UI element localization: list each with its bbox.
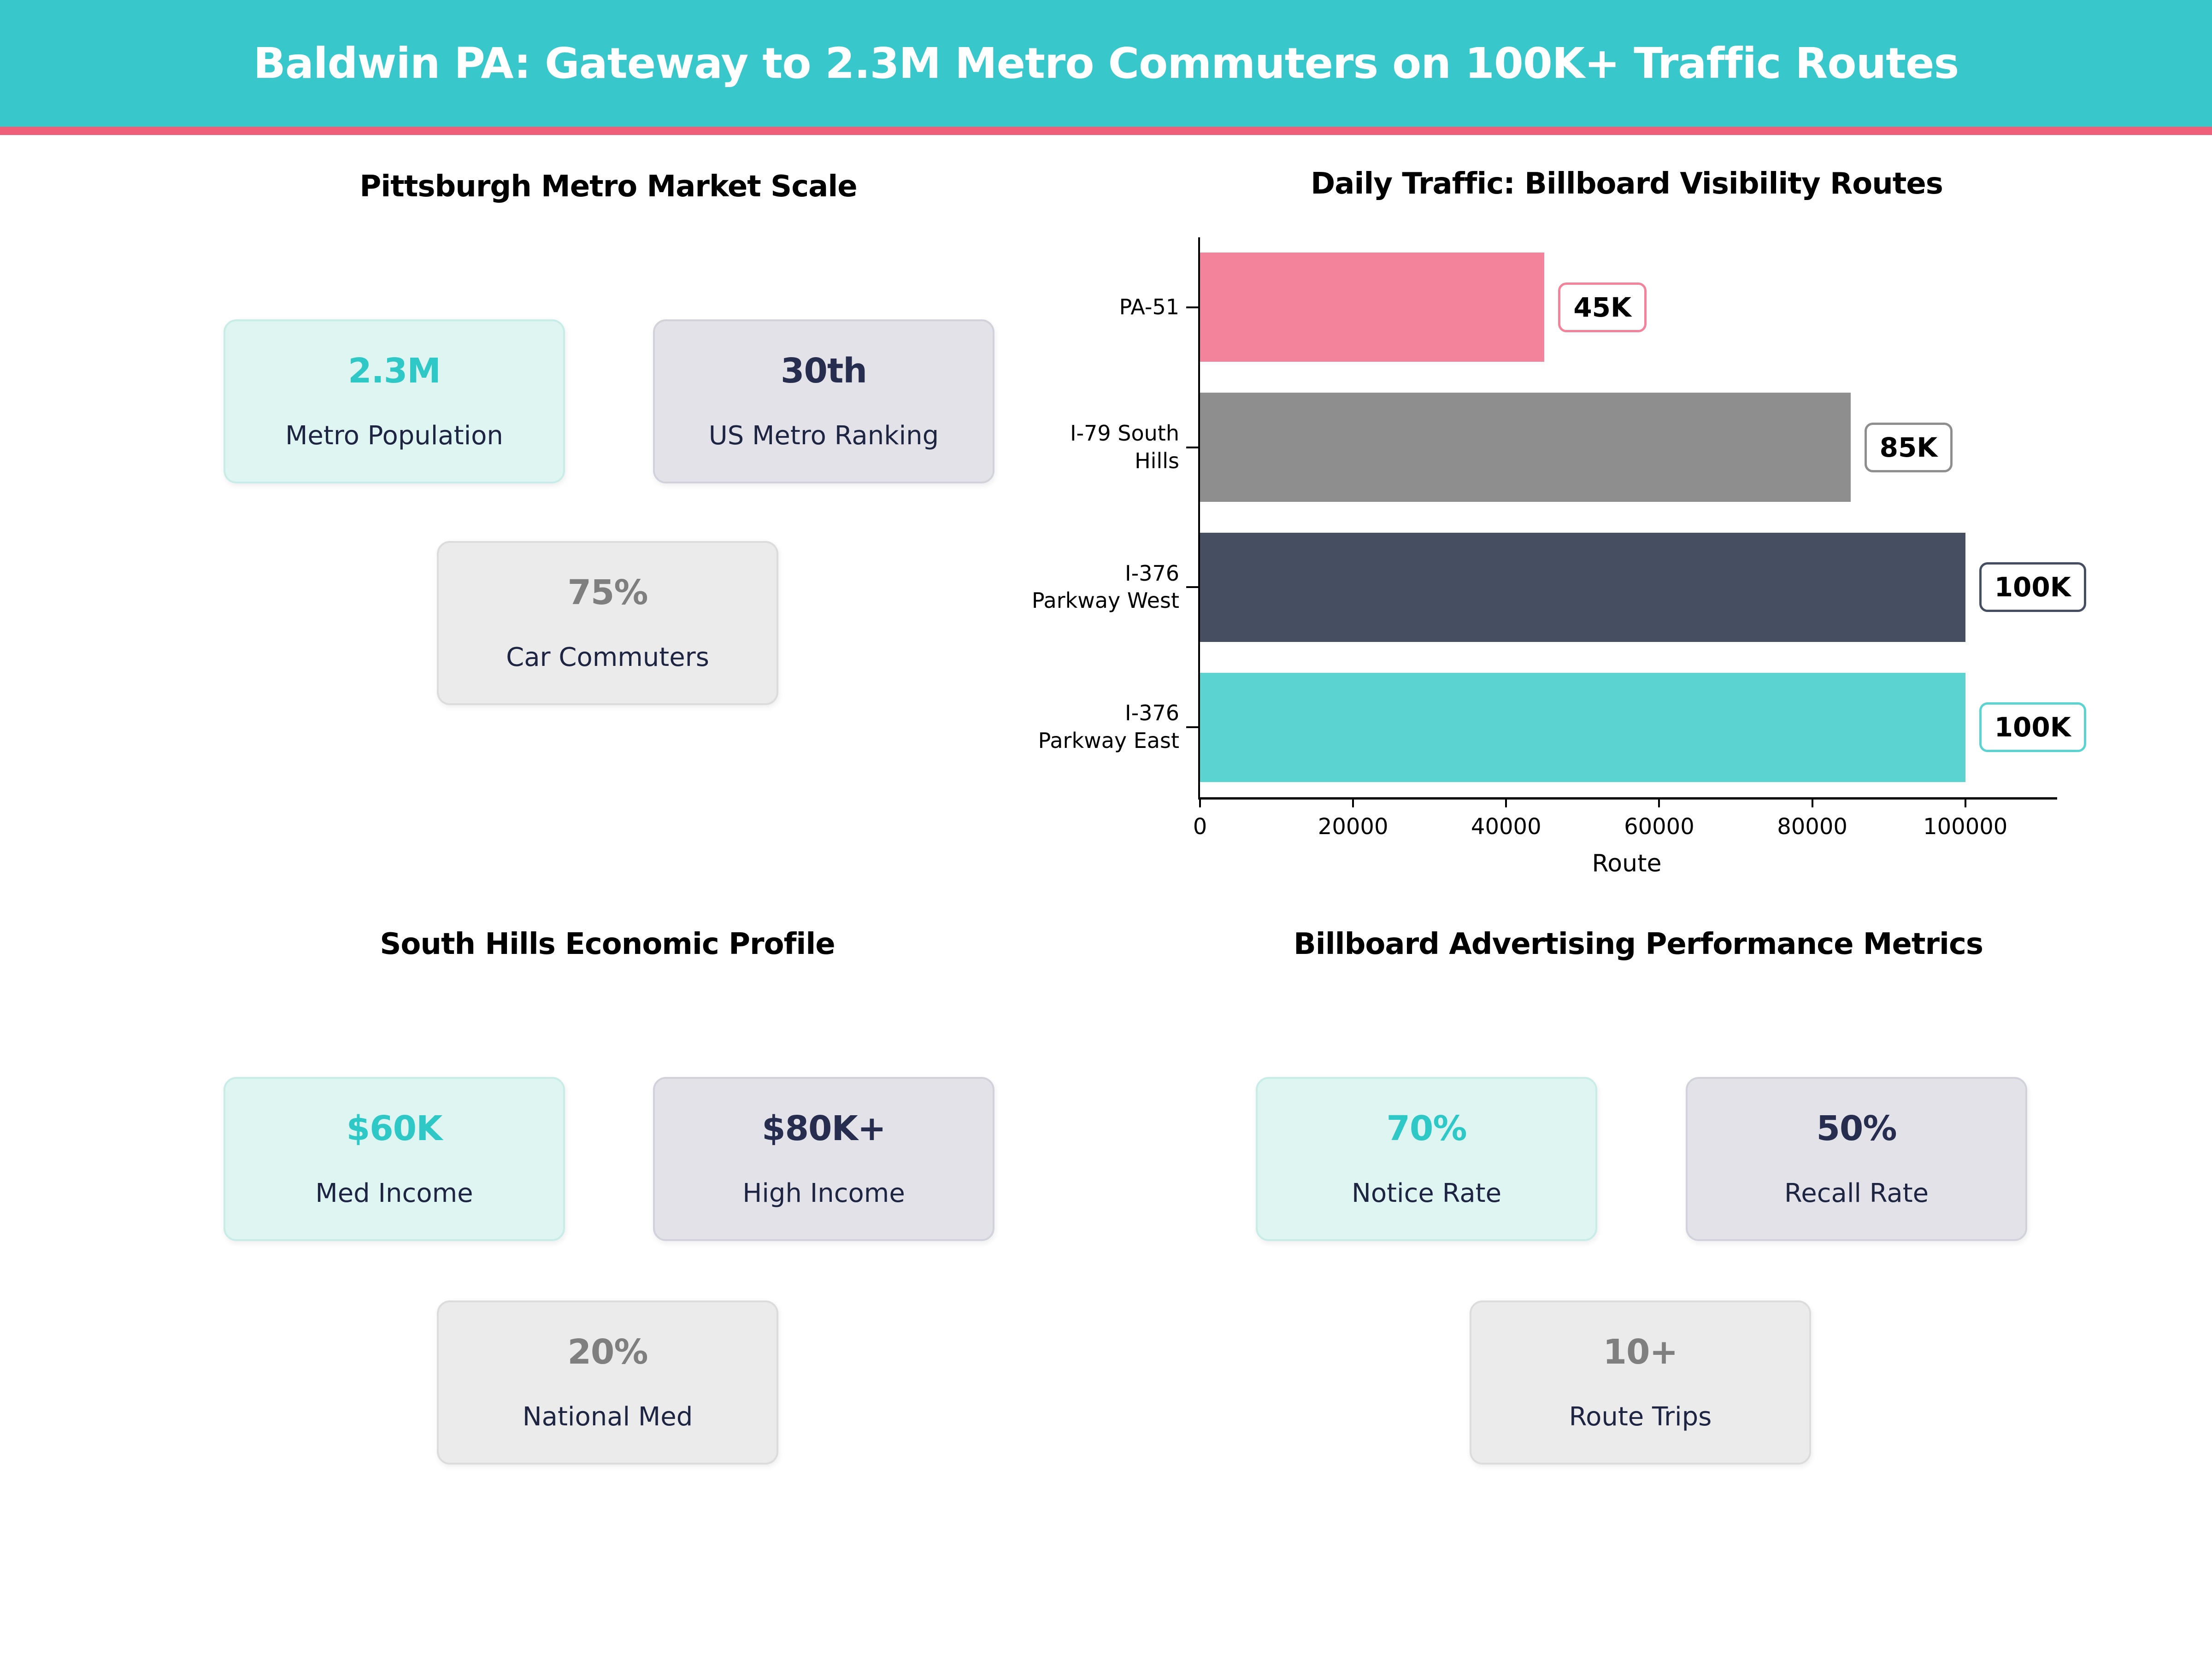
bar-i-376-parkway-east xyxy=(1200,672,1965,782)
stat-label: National Med xyxy=(522,1402,693,1432)
bar-value-label: 100K xyxy=(1979,562,2086,612)
x-axis-tick-label: 0 xyxy=(1193,814,1207,840)
stat-value: 2.3M xyxy=(348,351,441,391)
x-axis-title: Route xyxy=(1592,850,1662,877)
x-axis-tick-label: 100000 xyxy=(1923,814,2008,840)
stat-card-car-commuters: 75% Car Commuters xyxy=(437,541,778,705)
stat-value: 50% xyxy=(1816,1109,1897,1148)
stat-label: Route Trips xyxy=(1569,1402,1712,1432)
bar-value-label: 85K xyxy=(1864,422,1953,472)
stat-card-metro-ranking: 30th US Metro Ranking xyxy=(653,319,994,483)
section-title-economic: South Hills Economic Profile xyxy=(380,927,835,961)
x-axis-tick-label: 20000 xyxy=(1318,814,1388,840)
traffic-bar-chart: 45K PA-51 85K I-79 South Hills 100K I-376 Parkw… xyxy=(1032,237,2086,838)
y-axis-label: PA-51 xyxy=(1119,294,1179,319)
bar-value-label: 100K xyxy=(1979,702,2086,753)
y-axis-tick xyxy=(1186,446,1198,448)
y-axis-tick xyxy=(1186,586,1198,588)
stat-card-med-income: $60K Med Income xyxy=(224,1077,565,1241)
stat-label: Metro Population xyxy=(285,421,503,451)
stat-value: 70% xyxy=(1386,1109,1467,1148)
header-banner: Baldwin PA: Gateway to 2.3M Metro Commut… xyxy=(0,0,2212,135)
stat-label: Med Income xyxy=(315,1178,473,1208)
stat-value: 10+ xyxy=(1603,1332,1678,1372)
stat-value: $80K+ xyxy=(762,1109,886,1148)
x-axis-tick xyxy=(1352,797,1354,807)
x-axis-tick xyxy=(1505,797,1507,807)
section-title-metro: Pittsburgh Metro Market Scale xyxy=(359,170,857,204)
chart-title: Daily Traffic: Billboard Visibility Rout… xyxy=(1311,167,1943,201)
section-title-performance: Billboard Advertising Performance Metric… xyxy=(1294,927,1983,961)
stat-label: Recall Rate xyxy=(1784,1178,1929,1208)
bar-i-376-parkway-west xyxy=(1200,532,1965,642)
stat-card-recall-rate: 50% Recall Rate xyxy=(1686,1077,2027,1241)
stat-value: 75% xyxy=(567,573,648,612)
bar-value-label: 45K xyxy=(1558,282,1647,332)
y-axis-tick xyxy=(1186,726,1198,729)
x-axis-tick xyxy=(1811,797,1813,807)
x-axis-tick xyxy=(1199,797,1201,807)
stat-card-high-income: $80K+ High Income xyxy=(653,1077,994,1241)
stat-label: Notice Rate xyxy=(1351,1178,1502,1208)
stat-card-national-med: 20% National Med xyxy=(437,1300,778,1465)
x-axis-tick xyxy=(1658,797,1660,807)
x-axis-tick-label: 80000 xyxy=(1777,814,1847,840)
y-axis-label: I-376 Parkway East xyxy=(1038,700,1179,753)
stat-label: High Income xyxy=(742,1178,905,1208)
stat-card-notice-rate: 70% Notice Rate xyxy=(1256,1077,1597,1241)
stat-card-metro-population: 2.3M Metro Population xyxy=(224,319,565,483)
x-axis-tick-label: 40000 xyxy=(1471,814,1541,840)
y-axis-label: I-79 South Hills xyxy=(1070,420,1179,473)
bar-pa-51 xyxy=(1200,253,1545,362)
x-axis-tick-label: 60000 xyxy=(1624,814,1694,840)
stat-value: 20% xyxy=(567,1332,648,1372)
bar-i-79-south-hills xyxy=(1200,393,1851,502)
stat-label: US Metro Ranking xyxy=(708,421,939,451)
y-axis-tick xyxy=(1186,306,1198,308)
y-axis-label: I-376 Parkway West xyxy=(1031,560,1179,613)
stat-card-route-trips: 10+ Route Trips xyxy=(1470,1300,1811,1465)
stat-label: Car Commuters xyxy=(506,642,709,672)
x-axis-tick xyxy=(1964,797,1966,807)
page-title: Baldwin PA: Gateway to 2.3M Metro Commut… xyxy=(253,39,1959,88)
stat-value: $60K xyxy=(346,1109,443,1148)
stat-value: 30th xyxy=(780,351,867,391)
